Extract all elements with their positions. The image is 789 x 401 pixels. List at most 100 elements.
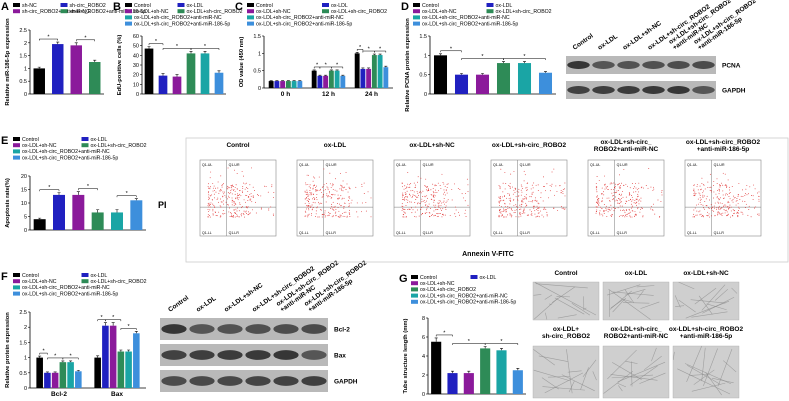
flow-dot (334, 194, 336, 196)
flow-dot (562, 188, 564, 190)
flow-dot (356, 211, 358, 213)
flow-dot (549, 190, 551, 192)
flow-dot (713, 181, 715, 183)
flow-dot (233, 204, 235, 206)
flow-dot (306, 193, 308, 195)
flow-dot (209, 195, 211, 197)
flow-dot (699, 201, 701, 203)
flow-dot (243, 210, 245, 212)
flow-dot (561, 207, 563, 209)
legend-swatch (125, 21, 132, 26)
flow-dot (596, 189, 598, 191)
flow-dot (420, 208, 422, 210)
flow-dot (613, 207, 614, 209)
legend-label: ox-LDL+sh-circ_ROBO2+anti-miR-186-5p (422, 21, 518, 27)
flow-dot (323, 168, 325, 170)
legend-swatch (411, 275, 418, 279)
flow-dot (543, 216, 545, 218)
blot-band (189, 350, 215, 360)
flow-dot (211, 199, 213, 201)
flow-dot (243, 213, 245, 214)
flow-dot (701, 215, 703, 216)
significance-bracket (39, 189, 60, 192)
flow-dot (755, 206, 757, 208)
flow-dot (319, 202, 321, 204)
tube-structure (544, 372, 584, 394)
y-tick-label: 0 (424, 92, 427, 98)
x-tick-label: 12 h (322, 91, 335, 98)
flow-dot (500, 212, 502, 214)
flow-dot (220, 201, 222, 203)
flow-dot (235, 184, 237, 186)
blot-band (189, 324, 215, 334)
quadrant-label: Q1-UR (617, 163, 628, 167)
flow-dot (314, 177, 316, 179)
flow-dot (402, 199, 404, 200)
flow-dot (404, 209, 406, 210)
quadrant-label: Q1-UL (687, 163, 697, 167)
flow-dot (231, 197, 233, 199)
flow-dot (427, 189, 429, 191)
flow-dot (334, 178, 336, 180)
flow-dot (215, 191, 217, 193)
flow-dot (723, 206, 725, 208)
tube-structure (571, 302, 591, 316)
flow-dot (304, 191, 306, 193)
flow-dot (724, 204, 726, 206)
flow-dot (531, 201, 533, 203)
flow-dot (309, 191, 311, 193)
tube-structure (674, 295, 681, 308)
bar (109, 325, 117, 388)
flow-dot (506, 197, 507, 199)
error-bar (361, 67, 365, 69)
flow-dot (213, 185, 215, 187)
flow-dot (446, 192, 448, 194)
flow-dot (409, 186, 411, 188)
flow-y-label: PI (158, 200, 167, 210)
y-tick-label: 2 (422, 373, 425, 379)
flow-dot (638, 191, 640, 193)
flow-dot (443, 200, 445, 202)
flow-dot (434, 214, 436, 216)
blot-band (245, 376, 271, 386)
flow-dot (700, 188, 702, 190)
blot-band (667, 61, 690, 69)
flow-dot (696, 214, 698, 216)
flow-dot (748, 209, 750, 210)
flow-dot (402, 216, 404, 218)
legend-label: ox-LDL (331, 3, 348, 9)
flow-dot (311, 208, 313, 210)
flow-dot (694, 193, 696, 195)
flow-dot (540, 197, 542, 198)
flow-dot (207, 205, 209, 207)
flow-dot (340, 195, 342, 197)
flow-dot (500, 196, 502, 198)
flow-dot (631, 196, 633, 198)
flow-dot (316, 190, 317, 192)
significance-label: * (176, 44, 179, 50)
significance-label: * (481, 54, 484, 60)
flow-dot (740, 195, 742, 197)
legend-swatch (81, 137, 89, 141)
bar (125, 351, 132, 388)
flow-dot (348, 186, 350, 188)
y-tick-label: 10 (21, 201, 27, 207)
flow-dot (618, 189, 620, 191)
bar (538, 72, 553, 94)
flow-dot (316, 194, 318, 195)
flow-dot (614, 185, 616, 187)
flow-dot (502, 200, 504, 202)
quadrant-label: Q1-UR (520, 163, 531, 167)
flow-dot (327, 189, 329, 191)
flow-dot (602, 215, 604, 217)
flow-dot (313, 176, 315, 178)
flow-dot (726, 215, 727, 217)
flow-dot (447, 183, 449, 185)
flow-dot (521, 213, 523, 214)
flow-dot (718, 198, 720, 200)
flow-dot (533, 207, 535, 209)
flow-dot (349, 214, 351, 216)
flow-dot (631, 183, 633, 184)
bar (52, 44, 64, 94)
flow-dot (425, 185, 427, 187)
